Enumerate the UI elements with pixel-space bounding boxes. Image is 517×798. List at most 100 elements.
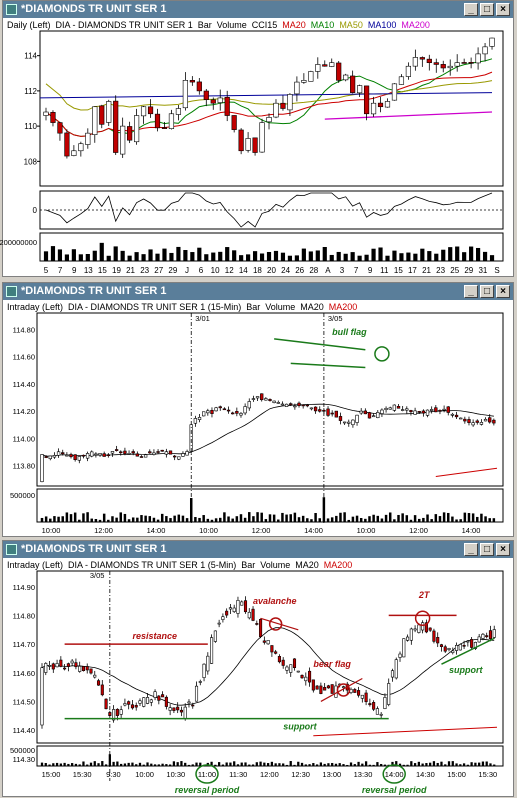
window-titlebar[interactable]: *DIAMONDS TR UNIT SER 1 _ □ × — [3, 283, 513, 300]
minimize-button[interactable]: _ — [464, 285, 478, 298]
x-tick-label: 15:30 — [478, 770, 497, 779]
daily-candle — [322, 64, 328, 67]
volume-bar — [141, 254, 146, 261]
window-title: *DIAMONDS TR UNIT SER 1 — [21, 3, 167, 15]
volume-bar — [273, 250, 279, 261]
bar5-candle — [492, 629, 496, 638]
bar5-candle — [221, 616, 225, 620]
volume-bar — [195, 762, 198, 766]
x-tick-label: S — [494, 266, 499, 275]
volume-bar — [127, 519, 131, 522]
daily-candle — [419, 57, 425, 60]
volume-bar — [181, 515, 185, 522]
volume-bar — [104, 764, 108, 766]
daily-candle — [182, 80, 188, 109]
bar15-candle — [148, 451, 152, 454]
volume-bar — [53, 516, 56, 522]
maximize-button[interactable]: □ — [480, 285, 494, 298]
price-pane — [36, 570, 504, 744]
15min-chart: 113.80 114.00 114.20 114.40 114.60 114.80 3/01… — [10, 312, 504, 535]
maximize-button[interactable]: □ — [480, 3, 494, 16]
bar5-candle — [417, 624, 421, 633]
bar15-candle — [152, 452, 156, 455]
volume-bar — [442, 512, 446, 522]
volume-bar — [413, 763, 417, 766]
volume-bar — [395, 761, 398, 766]
x-tick-label: 25 — [450, 266, 459, 275]
x-tick-label: J — [185, 266, 189, 275]
bear-flag-label: bear flag — [313, 659, 351, 669]
volume-bar — [233, 761, 236, 766]
volume-bar — [263, 762, 266, 766]
volume-bar — [71, 249, 76, 261]
minimize-button[interactable]: _ — [464, 543, 478, 556]
bar5-candle — [240, 601, 244, 606]
volume-bar — [231, 518, 234, 522]
close-button[interactable]: × — [496, 3, 510, 16]
bar15-candle — [127, 453, 131, 455]
bar5-candle — [390, 670, 395, 678]
maximize-button[interactable]: □ — [480, 543, 494, 556]
session-label: 3/01 — [195, 314, 210, 323]
bar15-candle — [425, 409, 430, 416]
bar15-candle — [156, 451, 160, 453]
bar5-candle — [247, 611, 251, 619]
volume-bar — [274, 763, 277, 766]
daily-candle — [71, 150, 77, 156]
daily-candle — [57, 122, 63, 134]
volume-bar — [293, 512, 297, 522]
window-titlebar[interactable]: *DIAMONDS TR UNIT SER 1 _ □ × — [3, 1, 513, 18]
minimize-button[interactable]: _ — [464, 3, 478, 16]
bar5-candle — [225, 610, 229, 616]
window-titlebar[interactable]: *DIAMONDS TR UNIT SER 1 _ □ × — [3, 541, 513, 558]
bar5-candle — [59, 659, 63, 667]
x-tick-label: A — [325, 266, 331, 275]
volume-bar — [371, 248, 376, 261]
volume-bar — [64, 254, 69, 261]
volume-bar — [451, 761, 454, 766]
daily-candle — [217, 97, 223, 103]
daily-candle — [475, 53, 481, 64]
bar5-candle — [379, 713, 383, 716]
x-tick-label: 11 — [380, 266, 389, 275]
volume-bar — [264, 519, 268, 522]
bar5-candle — [213, 630, 217, 642]
close-button[interactable]: × — [496, 285, 510, 298]
volume-bar — [169, 518, 172, 522]
bar15-candle — [289, 403, 293, 405]
bar5-candle — [447, 647, 451, 650]
close-button[interactable]: × — [496, 543, 510, 556]
bar15-candle — [326, 408, 330, 416]
volume-bar — [351, 516, 355, 522]
support-trend-line — [441, 637, 495, 665]
bar5-candle — [243, 600, 248, 613]
volume-bar — [357, 255, 362, 261]
bar15-candle — [260, 393, 264, 401]
bar5-candle — [63, 667, 67, 670]
daily-candle — [196, 81, 202, 92]
volume-bar — [172, 761, 176, 766]
bar15-candle — [247, 401, 251, 409]
bar5-candle — [409, 628, 413, 641]
volume-bar — [421, 763, 424, 766]
volume-bar — [485, 761, 488, 766]
volume-bar — [243, 517, 247, 522]
volume-bar — [266, 251, 272, 261]
volume-bar — [405, 515, 409, 522]
bar5-candle — [176, 706, 180, 711]
bar5-candle — [44, 663, 48, 673]
volume-bar — [55, 762, 59, 766]
volume-bar — [368, 764, 371, 766]
info-item: DIA - DIAMONDS TR UNIT SER 1 — [55, 20, 193, 30]
bar5-candle — [274, 651, 278, 654]
bar5-candle — [47, 665, 52, 667]
volume-bar — [206, 518, 210, 522]
bar15-candle — [206, 410, 210, 414]
daily-candle — [266, 117, 272, 123]
y-tick-label: 114.90 — [13, 583, 35, 592]
volume-bar — [221, 764, 225, 766]
volume-bar — [474, 762, 477, 766]
bar15-candle — [434, 407, 438, 413]
volume-bar — [140, 515, 143, 522]
bar15-candle — [438, 410, 442, 412]
